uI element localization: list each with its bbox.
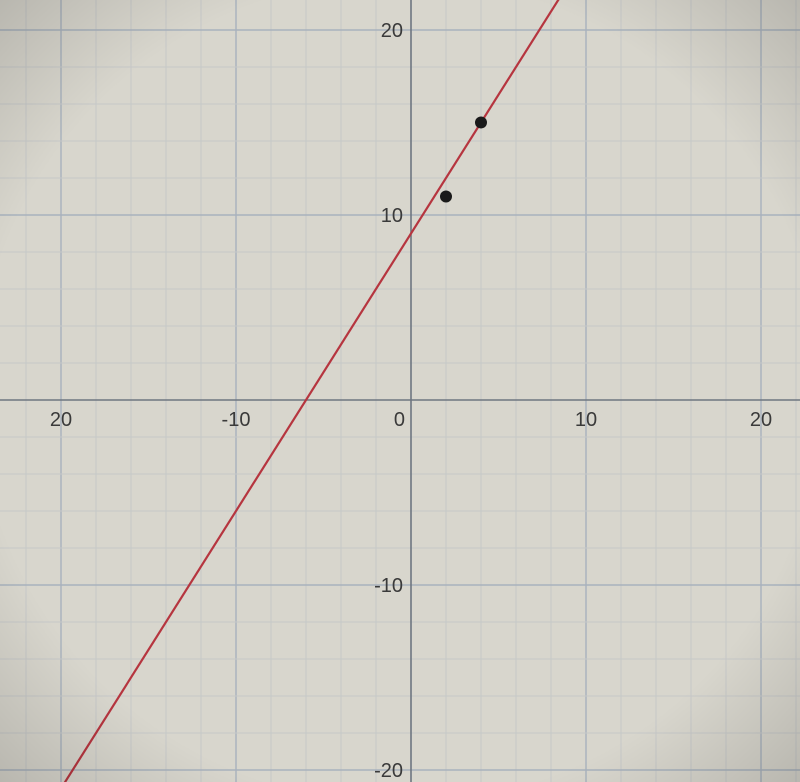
y-tick-label: -20	[374, 760, 403, 782]
y-tick-label: -10	[374, 575, 403, 597]
x-tick-label: 0	[394, 409, 405, 431]
x-tick-label: 20	[750, 409, 772, 431]
chart-svg: 20 -10 0 10 20 -20 -10 10 20	[0, 0, 800, 782]
y-tick-label: 20	[381, 20, 403, 42]
data-point	[440, 191, 452, 203]
x-tick-label: 10	[575, 409, 597, 431]
data-point	[475, 117, 487, 129]
x-tick-label: -10	[222, 409, 251, 431]
line-chart: 20 -10 0 10 20 -20 -10 10 20	[0, 0, 800, 782]
x-tick-label: 20	[50, 409, 72, 431]
y-tick-label: 10	[381, 205, 403, 227]
